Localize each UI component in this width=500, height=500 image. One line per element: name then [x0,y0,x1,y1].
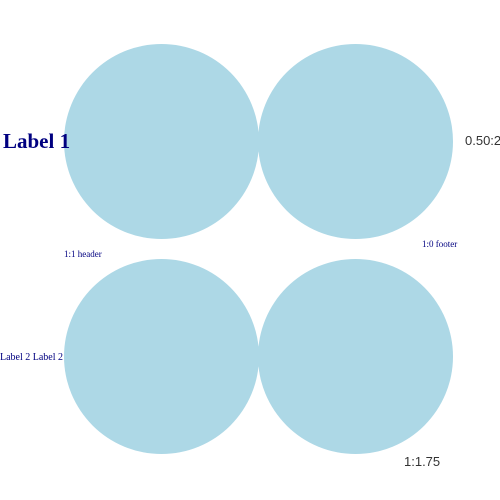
circle-top-right [258,44,453,239]
circle-top-left [64,44,259,239]
label-1: Label 1 [3,129,71,153]
ratio-label-bottom: 1:1.75 [404,454,441,469]
circle-bottom-right [258,259,453,454]
label-2: Label 2 Label 2 [0,352,64,363]
header-note: 1:1 header [64,249,102,259]
circle-bottom-left [64,259,259,454]
ratio-label-right: 0.50:2 [465,133,500,148]
footer-note: 1:0 footer [422,239,458,249]
